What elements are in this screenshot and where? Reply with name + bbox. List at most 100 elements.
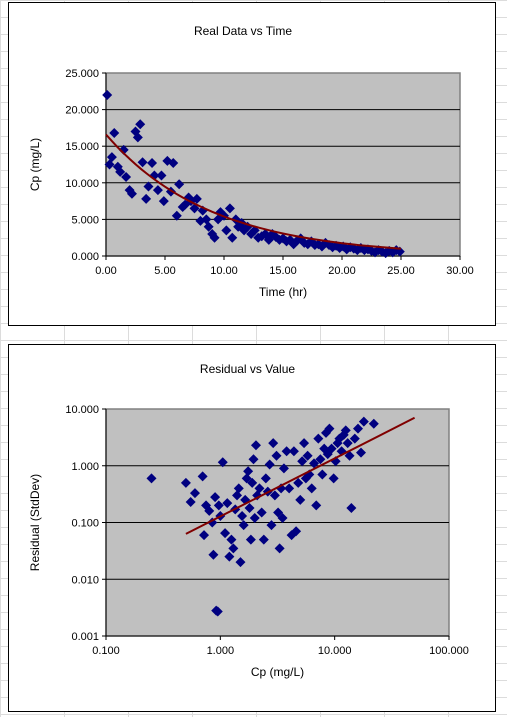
y-tick-label: 20.000 xyxy=(65,105,99,117)
data-point xyxy=(109,128,120,139)
data-point xyxy=(340,425,351,436)
data-point xyxy=(297,456,308,467)
data-point xyxy=(102,89,113,100)
y-tick-label: 1.000 xyxy=(71,461,99,473)
data-point xyxy=(249,513,260,524)
x-tick-label: 100.000 xyxy=(429,645,469,657)
data-point xyxy=(143,181,154,192)
x-tick-label: 10.000 xyxy=(318,645,352,657)
data-point xyxy=(146,473,157,484)
data-point xyxy=(300,473,311,484)
data-point xyxy=(228,543,239,554)
y-axis-label: Residual (StdDev) xyxy=(28,474,42,571)
data-point xyxy=(317,469,328,480)
data-point xyxy=(344,450,355,461)
data-point xyxy=(232,490,243,501)
data-point xyxy=(224,203,235,214)
chart-2-svg: Residual vs Value 0.001 0.010 0.100 1.000 10.… xyxy=(28,362,469,679)
data-point xyxy=(168,158,179,169)
data-point xyxy=(191,193,202,204)
data-point xyxy=(224,551,235,562)
data-point xyxy=(226,534,237,545)
y-tick-label: 10.000 xyxy=(65,178,99,190)
data-point xyxy=(213,500,224,511)
data-point xyxy=(209,232,220,243)
data-point xyxy=(204,505,215,516)
y-tick-label: 0.001 xyxy=(71,631,99,643)
data-point xyxy=(274,543,285,554)
data-point xyxy=(281,446,292,457)
data-point xyxy=(197,471,208,482)
data-point xyxy=(346,503,357,514)
data-point xyxy=(353,423,364,434)
data-point xyxy=(158,196,169,207)
y-tick-label: 15.000 xyxy=(65,141,99,153)
data-point xyxy=(304,469,315,480)
data-point xyxy=(185,496,196,507)
data-point xyxy=(266,520,277,531)
data-point xyxy=(273,507,284,518)
x-tick-label: 0.00 xyxy=(95,265,116,277)
y-tick-label: 5.000 xyxy=(71,214,99,226)
data-point xyxy=(147,158,158,169)
data-point xyxy=(152,185,163,196)
x-tick-label: 1.000 xyxy=(207,645,235,657)
data-point xyxy=(217,457,228,468)
data-point xyxy=(356,447,367,458)
data-point xyxy=(180,477,191,488)
data-point xyxy=(171,210,182,221)
chart-panel-1: Real Data vs Time 0.000 5.000 10.000 15.000 2… xyxy=(8,2,496,326)
chart-title: Residual vs Value xyxy=(200,362,295,376)
data-point xyxy=(115,166,126,177)
data-point xyxy=(293,477,304,488)
data-point xyxy=(235,557,246,568)
data-point xyxy=(284,483,295,494)
trend-line xyxy=(185,416,416,535)
data-point xyxy=(189,488,200,499)
data-point xyxy=(233,483,244,494)
x-axis-label: Time (hr) xyxy=(259,285,307,299)
data-point xyxy=(264,459,275,470)
data-point xyxy=(199,530,210,541)
data-point xyxy=(288,446,299,457)
data-point xyxy=(309,458,320,469)
data-point xyxy=(358,416,369,427)
data-point xyxy=(241,473,252,484)
data-point xyxy=(260,473,271,484)
data-point xyxy=(135,119,146,130)
data-point xyxy=(277,513,288,524)
data-point xyxy=(278,463,289,474)
x-tick-label: 30.00 xyxy=(446,265,474,277)
data-point xyxy=(256,507,267,518)
data-point xyxy=(271,450,282,461)
data-point xyxy=(246,229,257,240)
data-point xyxy=(174,179,185,190)
data-point xyxy=(313,433,324,444)
data-point xyxy=(201,500,212,511)
data-point xyxy=(324,423,335,434)
data-point xyxy=(306,483,317,494)
y-tick-label: 0.010 xyxy=(71,574,99,586)
data-point xyxy=(106,152,117,163)
data-point xyxy=(269,490,280,501)
x-tick-label: 0.100 xyxy=(92,645,120,657)
data-point xyxy=(243,466,254,477)
plot-area xyxy=(105,72,461,257)
data-point xyxy=(326,443,337,454)
data-point xyxy=(248,454,259,465)
y-axis-label: Cp (mg/L) xyxy=(28,138,42,191)
data-point xyxy=(291,526,302,537)
data-point xyxy=(245,534,256,545)
data-point xyxy=(368,418,379,429)
data-point xyxy=(302,450,313,461)
data-point xyxy=(286,530,297,541)
chart-1-svg: Real Data vs Time 0.000 5.000 10.000 15.000 2… xyxy=(28,24,474,299)
data-point xyxy=(222,498,233,509)
data-point xyxy=(227,232,238,243)
data-point xyxy=(349,433,360,444)
data-point xyxy=(258,534,269,545)
chart-panel-2: Residual vs Value 0.001 0.010 0.100 1.000 10.… xyxy=(8,344,496,712)
trend-line xyxy=(105,133,402,250)
data-point xyxy=(124,185,135,196)
data-point xyxy=(221,225,232,236)
